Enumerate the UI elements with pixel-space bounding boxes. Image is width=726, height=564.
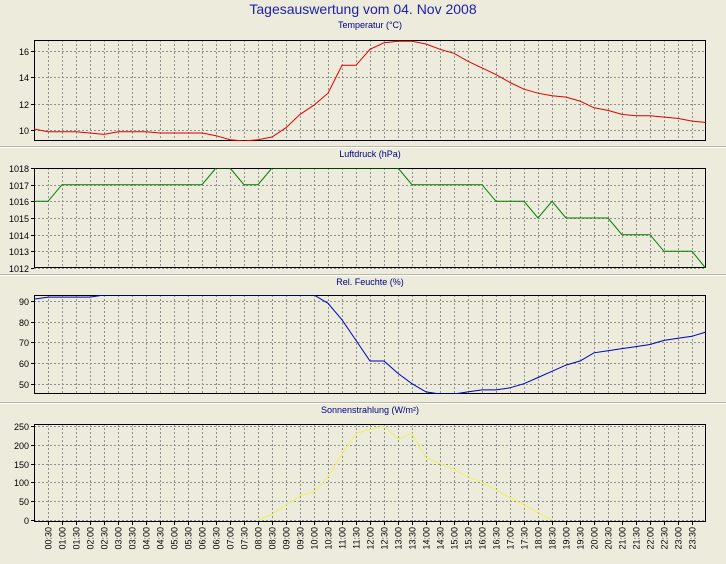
x-tick-label: 05:00 bbox=[170, 527, 180, 550]
y-tick-label: 80 bbox=[19, 318, 29, 328]
x-tick-label: 07:30 bbox=[240, 527, 250, 550]
x-tick-label: 12:00 bbox=[366, 527, 376, 550]
plot-frame bbox=[34, 424, 706, 522]
y-tick-label: 100 bbox=[14, 478, 29, 488]
x-tick-label: 18:30 bbox=[548, 527, 558, 550]
x-tick-label: 05:30 bbox=[184, 527, 194, 550]
y-tick-label: 1017 bbox=[9, 181, 29, 191]
y-tick-label: 250 bbox=[14, 422, 29, 432]
x-tick-label: 08:00 bbox=[254, 527, 264, 550]
x-tick-label: 22:00 bbox=[646, 527, 656, 550]
x-tick-label: 12:30 bbox=[380, 527, 390, 550]
x-tick-label: 06:00 bbox=[198, 527, 208, 550]
x-tick-label: 04:30 bbox=[156, 527, 166, 550]
y-tick-label: 60 bbox=[19, 359, 29, 369]
x-tick-label: 02:30 bbox=[100, 527, 110, 550]
x-tick-label: 22:30 bbox=[660, 527, 670, 550]
x-tick-label: 15:30 bbox=[464, 527, 474, 550]
x-tick-label: 07:00 bbox=[226, 527, 236, 550]
main-title: Tagesauswertung vom 04. Nov 2008 bbox=[249, 1, 477, 17]
x-tick-label: 01:30 bbox=[72, 527, 82, 550]
y-tick-label: 50 bbox=[19, 497, 29, 507]
separator bbox=[0, 274, 726, 276]
x-tick-label: 14:00 bbox=[422, 527, 432, 550]
y-tick-label: 0 bbox=[24, 516, 29, 526]
x-tick-label: 04:00 bbox=[142, 527, 152, 550]
x-tick-label: 16:00 bbox=[478, 527, 488, 550]
series-line bbox=[34, 40, 706, 141]
chart-title: Sonnenstrahlung (W/m²) bbox=[321, 405, 419, 415]
x-tick-label: 20:00 bbox=[590, 527, 600, 550]
x-tick-label: 13:00 bbox=[394, 527, 404, 550]
y-tick-label: 70 bbox=[19, 338, 29, 348]
chart-title: Rel. Feuchte (%) bbox=[336, 277, 404, 287]
x-tick-label: 10:30 bbox=[324, 527, 334, 550]
x-tick-label: 19:00 bbox=[562, 527, 572, 550]
y-tick-label: 150 bbox=[14, 460, 29, 470]
y-tick-label: 1015 bbox=[9, 214, 29, 224]
x-tick-label: 00:30 bbox=[44, 527, 54, 550]
x-tick-label: 11:30 bbox=[352, 527, 362, 549]
x-tick-label: 11:00 bbox=[338, 527, 348, 549]
x-tick-label: 15:00 bbox=[450, 527, 460, 550]
y-tick-label: 1016 bbox=[9, 197, 29, 207]
y-tick-label: 50 bbox=[19, 380, 29, 390]
y-tick-label: 1013 bbox=[9, 247, 29, 257]
chart-panel: Temperatur (°C) 10 12 14 16 bbox=[19, 20, 706, 141]
x-tick-label: 21:00 bbox=[618, 527, 628, 550]
x-axis: 00:30 01:00 01:30 02:00 02:30 03:00 03:30 04:00… bbox=[44, 522, 698, 550]
x-tick-label: 10:00 bbox=[310, 527, 320, 550]
x-tick-label: 17:00 bbox=[506, 527, 516, 550]
y-tick-label: 90 bbox=[19, 297, 29, 307]
y-tick-label: 1014 bbox=[9, 231, 29, 241]
separator bbox=[0, 402, 726, 404]
x-tick-label: 01:00 bbox=[58, 527, 68, 550]
y-tick-label: 16 bbox=[19, 47, 29, 57]
chart-title: Temperatur (°C) bbox=[338, 20, 402, 30]
series-line bbox=[34, 295, 706, 394]
chart-panel: Sonnenstrahlung (W/m²) 0 50 100 150 200 250 bbox=[14, 405, 706, 526]
x-tick-label: 06:30 bbox=[212, 527, 222, 550]
chart-title: Luftdruck (hPa) bbox=[339, 149, 401, 159]
series-line bbox=[257, 425, 553, 521]
chart-panel: Luftdruck (hPa) 1012 1013 1014 1015 1016 1017 1… bbox=[9, 149, 706, 274]
x-tick-label: 20:30 bbox=[604, 527, 614, 550]
plot-frame bbox=[34, 40, 706, 141]
x-tick-label: 03:00 bbox=[114, 527, 124, 550]
y-tick-label: 200 bbox=[14, 441, 29, 451]
y-tick-label: 1012 bbox=[9, 264, 29, 274]
x-tick-label: 09:00 bbox=[282, 527, 292, 550]
y-tick-label: 1018 bbox=[9, 164, 29, 174]
x-tick-label: 19:30 bbox=[576, 527, 586, 550]
x-tick-label: 18:00 bbox=[534, 527, 544, 550]
x-tick-label: 03:30 bbox=[128, 527, 138, 550]
series-line bbox=[34, 168, 706, 268]
plot-frame bbox=[34, 295, 706, 394]
x-tick-label: 21:30 bbox=[632, 527, 642, 550]
x-tick-label: 23:30 bbox=[688, 527, 698, 550]
y-tick-label: 14 bbox=[19, 73, 29, 83]
y-tick-label: 10 bbox=[19, 126, 29, 136]
x-tick-label: 09:30 bbox=[296, 527, 306, 550]
x-tick-label: 14:30 bbox=[436, 527, 446, 550]
separator bbox=[0, 146, 726, 148]
chart-panel: Rel. Feuchte (%) 50 60 70 80 90 bbox=[19, 277, 706, 394]
x-tick-label: 13:30 bbox=[408, 527, 418, 550]
x-tick-label: 17:30 bbox=[520, 527, 530, 550]
x-tick-label: 16:30 bbox=[492, 527, 502, 550]
x-tick-label: 08:30 bbox=[268, 527, 278, 550]
x-tick-label: 02:00 bbox=[86, 527, 96, 550]
x-tick-label: 23:00 bbox=[674, 527, 684, 550]
y-tick-label: 12 bbox=[19, 100, 29, 110]
